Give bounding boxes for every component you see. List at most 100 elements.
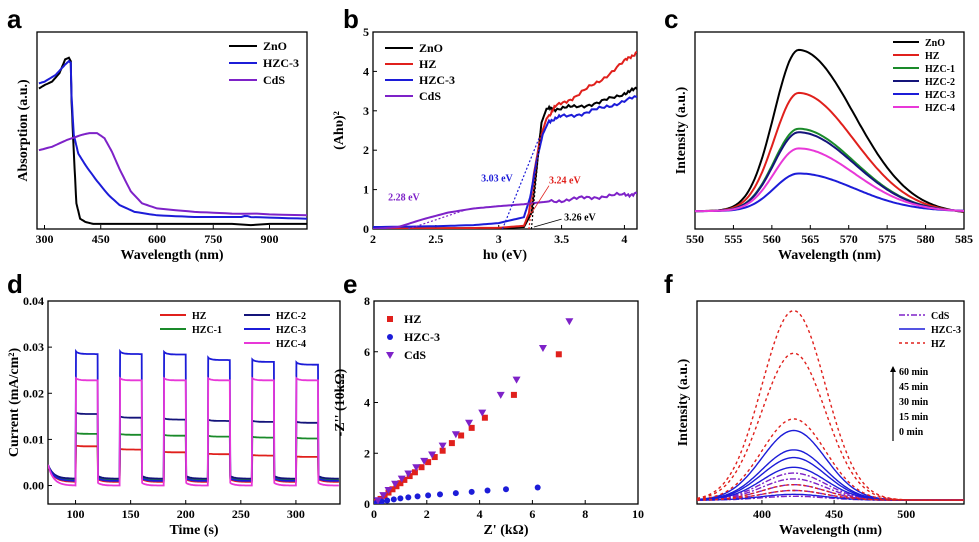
x-tick-label: 300	[287, 507, 305, 521]
series-line	[697, 418, 964, 501]
panel-a: a 300 450 600 750 900 Wavelength (nm) Absorptio…	[7, 4, 308, 263]
data-point	[401, 476, 408, 483]
legend-label: HZC-3	[404, 330, 440, 344]
x-tick-label: 4	[621, 232, 627, 246]
x-tick-label: 2	[370, 232, 376, 246]
data-point	[438, 442, 447, 450]
data-point	[478, 409, 487, 417]
tangent-line	[501, 138, 540, 229]
data-point	[389, 486, 396, 493]
bandgap-annotation: 3.03 eV	[481, 174, 513, 185]
data-point	[503, 486, 509, 493]
data-point	[458, 432, 465, 439]
x-tick-label: 3	[496, 232, 502, 246]
series-line	[695, 91, 964, 213]
legend-label: CdS	[404, 348, 426, 362]
legend-label: HZC-3	[931, 325, 961, 336]
data-point	[397, 495, 404, 502]
x-tick-label: 250	[232, 507, 250, 521]
data-point	[452, 490, 459, 497]
y-tick-label: 4	[363, 64, 369, 78]
y-tick-label: 8	[364, 294, 370, 308]
panel-c: c 550 555 560 565 570 575 580 585 Wavelength (nm)…	[664, 4, 973, 263]
series-line	[697, 309, 964, 501]
x-tick-label: 100	[67, 507, 85, 521]
plot-frame	[47, 300, 341, 505]
x-tick-label: 500	[897, 507, 915, 521]
y-tick-label: 3	[363, 104, 369, 118]
plot-area	[374, 318, 574, 504]
plot-area	[697, 309, 964, 501]
legend-label: HZ	[925, 51, 940, 62]
legend-label: CdS	[931, 311, 950, 322]
legend-label: HZ	[419, 57, 436, 71]
y-tick-label: 0.04	[23, 294, 44, 308]
panel-e: e 0 2 4 6 8 10 0 2 4 6 8 Z' (kΩ) -Z'' (10kΩ) HZ HZC-3 Cd…	[333, 269, 644, 538]
series-line	[695, 147, 964, 213]
data-point	[393, 483, 400, 490]
data-point	[397, 480, 404, 487]
series-line	[373, 95, 637, 228]
series-line	[695, 48, 964, 213]
series-line	[695, 127, 964, 213]
data-point	[439, 447, 446, 454]
x-tick-label: 6	[529, 507, 535, 521]
x-tick-label: 3.5	[554, 232, 569, 246]
series-line	[373, 50, 637, 229]
data-point	[406, 473, 413, 480]
y-tick-label: 0	[364, 497, 370, 511]
data-point	[565, 318, 574, 326]
bandgap-annotation: 3.24 eV	[549, 176, 581, 187]
x-tick-label: 560	[763, 232, 781, 246]
legend-label: HZ	[404, 312, 421, 326]
bandgap-annotation: 3.26 eV	[564, 212, 596, 223]
plot-area	[38, 56, 307, 227]
data-point	[397, 475, 406, 483]
y-axis-label: Absorption (a.u.)	[16, 79, 31, 182]
x-tick-label: 4	[477, 507, 483, 521]
data-point	[374, 497, 382, 504]
x-tick-label: 10	[632, 507, 644, 521]
x-tick-label: 8	[582, 507, 588, 521]
data-point	[420, 457, 429, 465]
x-tick-label: 400	[753, 507, 771, 521]
series-line	[48, 348, 339, 482]
data-point	[412, 464, 421, 472]
x-tick-label: 200	[177, 507, 195, 521]
legend-label: HZ	[931, 339, 946, 350]
data-point	[384, 497, 391, 504]
annotation-arrow	[531, 185, 550, 214]
y-tick-label: 0.01	[23, 432, 44, 446]
series-line	[38, 132, 307, 217]
x-axis-label: Wavelength (nm)	[120, 248, 223, 263]
series-line	[695, 131, 964, 213]
data-point	[405, 494, 412, 501]
data-point	[510, 391, 517, 398]
data-point	[484, 487, 491, 494]
legend-marker	[386, 352, 394, 359]
panel-letter: c	[664, 4, 678, 34]
data-point	[391, 480, 400, 488]
x-tick-label: 2	[424, 507, 430, 521]
plot-area	[695, 48, 964, 213]
legend-label: HZC-4	[925, 103, 955, 114]
data-point	[481, 414, 488, 421]
x-tick-label: 300	[36, 232, 54, 246]
legend-label: HZ	[192, 311, 207, 322]
data-point	[437, 491, 443, 498]
data-point	[534, 484, 541, 491]
tangent-line	[528, 138, 541, 229]
time-label: 0 min	[899, 427, 924, 438]
time-label: 30 min	[899, 397, 929, 408]
legend-marker	[387, 316, 393, 322]
legend-label: HZC-3	[925, 90, 955, 101]
series-line	[373, 191, 637, 229]
time-arrow-head	[890, 366, 896, 372]
x-tick-label: 585	[955, 232, 973, 246]
y-tick-label: 0.02	[23, 386, 44, 400]
legend-label: HZC-4	[276, 339, 306, 350]
plot-area	[48, 348, 339, 487]
panel-b: b 2 2.5 3 3.5 4 0 1 2 3 4 5 hυ (eV) (Ahυ)² 2.28 eV 3.03…	[332, 4, 638, 263]
legend-marker	[387, 334, 393, 340]
